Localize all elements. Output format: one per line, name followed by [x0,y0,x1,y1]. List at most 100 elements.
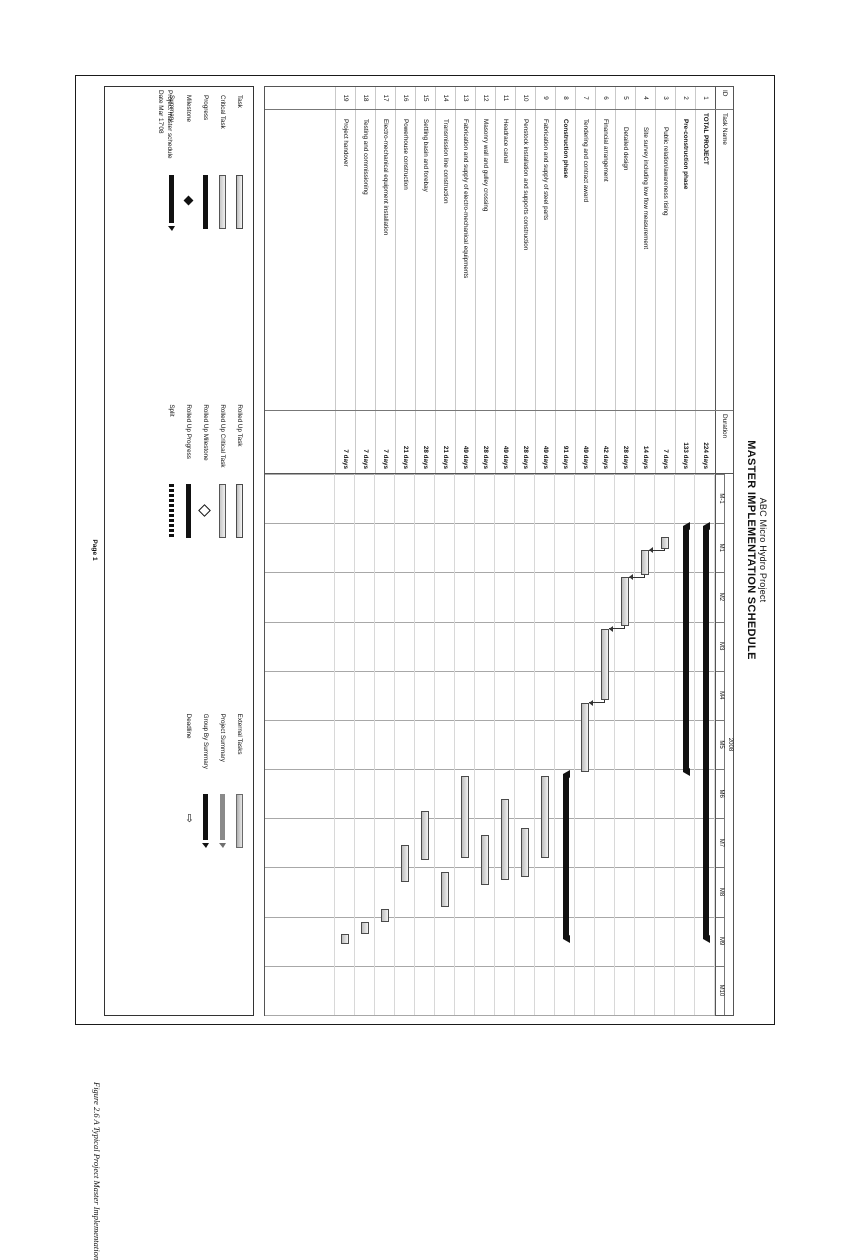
timescale-year-label: 2008 [727,737,733,752]
row-task-name[interactable]: Financial arrangement [595,110,615,410]
rolled-up-task-bar-icon [236,484,243,539]
milestone-diamond-icon [183,195,194,206]
row-id: 2 [675,87,695,109]
summary-cap-end [563,934,570,943]
timescale-tick [716,572,724,574]
row-task-name[interactable]: Project handover [335,110,355,410]
gantt-bar-task[interactable] [521,828,529,878]
dependency-arrow [629,574,633,581]
gantt-bar-task[interactable] [341,933,349,944]
row-task-name[interactable]: Electro-mechanical equipment installatio… [375,110,395,410]
row-task-name[interactable]: Public relation/awareness rising [655,110,675,410]
legend-item-label: Deadline [185,713,192,739]
legend-item-rolled-up-critical-task-bar-icon [218,484,227,539]
grid-line-horizontal [494,474,495,1015]
grid-line-horizontal [534,474,535,1015]
row-task-name[interactable]: Fabrication and supply of electro-mechan… [455,110,475,410]
grid-line-horizontal [554,474,555,1015]
gantt-plot-area[interactable] [265,474,715,1016]
rolled-up-critical-task-bar-icon [219,484,226,539]
legend-item-label: Rolled Up Progress [185,404,192,459]
grid-line-horizontal [434,474,435,1015]
grid-line-horizontal [654,474,655,1015]
legend-item: Rolled Up Milestone [198,404,211,699]
gantt-bar-task[interactable] [541,776,549,858]
gantt-bar-task[interactable] [661,536,669,549]
legend-column-1: Task Critical Task Progress Milestone Summar… [105,87,253,396]
gantt-bar-summary[interactable] [683,525,689,772]
grid-line-horizontal [574,474,575,1015]
row-task-name[interactable]: TOTAL PROJECT [695,110,715,410]
row-id: 15 [415,87,435,109]
gantt-bar-task[interactable] [421,810,429,861]
row-task-name[interactable]: Fabrication and supply of steel parts [535,110,555,410]
row-duration: 7 days [355,411,375,473]
row-task-name[interactable]: Powerhouse construction [395,110,415,410]
gantt-bar-task[interactable] [641,550,649,575]
gantt-bar-task[interactable] [461,776,469,858]
row-duration: 28 days [415,411,435,473]
gantt-bar-task[interactable] [401,845,409,883]
grid-line-horizontal [374,474,375,1015]
gantt-bar-task[interactable] [621,577,629,627]
row-id: 6 [595,87,615,109]
row-task-name[interactable]: Penstock installation and supports const… [515,110,535,410]
grid-line-horizontal [514,474,515,1015]
legend-column-3: External Tasks Project Summary Group By Su… [105,706,253,1015]
grid-line-horizontal [634,474,635,1015]
row-task-name[interactable]: Masonry wall and gulley crossing [475,110,495,410]
row-duration: 21 days [395,411,415,473]
gantt-bar-task[interactable] [361,921,369,934]
gantt-grid: ID 1 2 3 4 5 6 7 8 9 10 11 12 13 14 15 16 17 18 19 Task Na… [264,86,734,1016]
grid-line-horizontal [474,474,475,1015]
row-task-name[interactable]: Detailed design [615,110,635,410]
row-task-name[interactable]: Tendering and contract award [575,110,595,410]
grid-line-horizontal [394,474,395,1015]
timescale-tick-label: M-1 [718,493,724,504]
row-task-name[interactable]: Construction phase [555,110,575,410]
legend-item-label: Rolled Up Task [236,404,243,447]
legend-item-deadline-arrow-icon: ⇨ [183,794,195,848]
gantt-bar-summary[interactable] [563,774,569,939]
row-duration: 42 days [595,411,615,473]
gantt-bar-summary[interactable] [703,525,709,939]
timescale-tick [716,965,724,967]
legend-item-rolled-up-milestone-diamond-icon [198,484,211,538]
row-task-name[interactable]: Pre-construction phase [675,110,695,410]
document-title: MASTER IMPLEMENTATION SCHEDULE [745,440,757,660]
row-duration: 49 days [575,411,595,473]
gantt-bar-task[interactable] [581,702,589,772]
legend-item: Group By Summary [200,714,211,1009]
grid-line-horizontal [354,474,355,1015]
row-duration: 49 days [535,411,555,473]
gantt-bar-task[interactable] [441,872,449,907]
timescale-tick [716,867,724,869]
row-duration: 224 days [695,411,715,473]
timescale-tick-label: M1 [718,543,724,552]
grid-line-vertical [265,867,715,869]
grid-line-vertical [265,916,715,918]
gantt-bar-task[interactable] [601,628,609,701]
row-task-name[interactable]: Headrace canal [495,110,515,410]
grid-line-vertical [265,474,715,475]
row-task-name[interactable]: Settling basin and forebay [415,110,435,410]
grid-line-horizontal [674,474,675,1015]
legend-item-label: Critical Task [219,95,226,129]
row-id: 14 [435,87,455,109]
legend-item-label: Group By Summary [202,713,209,769]
row-task-name[interactable]: Transmission line construction [435,110,455,410]
row-id: 7 [575,87,595,109]
row-duration: 14 days [635,411,655,473]
gantt-bar-task[interactable] [381,909,389,922]
gantt-bar-task[interactable] [481,835,489,885]
gantt-bar-task[interactable] [501,798,509,880]
column-task-name: Task Name TOTAL PROJECT Pre-construction … [265,110,733,411]
timescale-tick-label: M6 [718,789,724,798]
row-id: 11 [495,87,515,109]
column-timeline: 2008 M-1 M1 M2 M3 M4 M5 M6 M7 M8 M9 M10 [265,474,733,1016]
legend-item-milestone-diamond-icon [183,175,194,229]
row-task-name[interactable]: Testing and commissioning [355,110,375,410]
legend-item-project-summary-bar-icon [218,793,227,848]
row-task-name[interactable]: Site survey including low flow measureme… [635,110,655,410]
row-id: 3 [655,87,675,109]
